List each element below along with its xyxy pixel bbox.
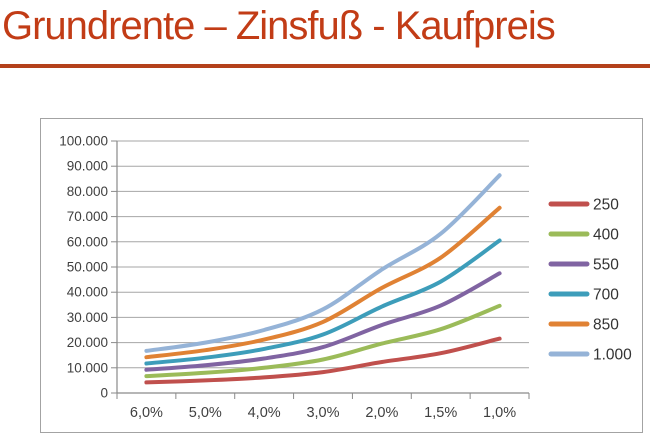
y-tick-label: 0 bbox=[100, 386, 108, 401]
legend: 250 400 550 700 850 1.000 bbox=[548, 197, 632, 364]
legend-item-label: 700 bbox=[593, 287, 619, 304]
x-tick-label: 6,0% bbox=[130, 405, 163, 421]
chart-svg: 0 10.000 20.000 30.000 40.000 50.000 60.000 70.… bbox=[59, 134, 632, 422]
legend-item-label: 550 bbox=[593, 257, 619, 274]
series-line-850 bbox=[144, 205, 502, 360]
y-tick-label: 100.000 bbox=[59, 134, 108, 149]
y-tick-label: 80.000 bbox=[67, 184, 108, 199]
legend-item-label: 1.000 bbox=[593, 347, 632, 364]
y-tick-label: 60.000 bbox=[67, 234, 108, 249]
legend-item-label: 250 bbox=[593, 197, 619, 214]
x-tick-label: 1,5% bbox=[424, 405, 457, 421]
y-tick-label: 30.000 bbox=[67, 310, 108, 325]
legend-item: 850 bbox=[548, 317, 619, 334]
series-line-400 bbox=[144, 303, 502, 379]
series-line-550 bbox=[144, 271, 502, 372]
y-tick-label: 50.000 bbox=[67, 260, 108, 275]
legend-item-label: 850 bbox=[593, 317, 619, 334]
y-tick-label: 10.000 bbox=[67, 360, 108, 375]
y-tick-label: 90.000 bbox=[67, 159, 108, 174]
legend-item: 700 bbox=[548, 287, 619, 304]
x-tick-label: 4,0% bbox=[248, 405, 281, 421]
legend-item: 250 bbox=[548, 197, 619, 214]
legend-item: 400 bbox=[548, 227, 619, 244]
series-line-700 bbox=[144, 238, 502, 366]
x-tick-label: 3,0% bbox=[306, 405, 339, 421]
x-tick-label: 5,0% bbox=[189, 405, 222, 421]
legend-item: 550 bbox=[548, 257, 619, 274]
series-line-1.000 bbox=[144, 173, 502, 353]
legend-item: 1.000 bbox=[548, 347, 632, 364]
chart-frame: 0 10.000 20.000 30.000 40.000 50.000 60.000 70.… bbox=[40, 118, 643, 433]
x-tick-label: 2,0% bbox=[365, 405, 398, 421]
page-title: Grundrente – Zinsfuß - Kaufpreis bbox=[2, 4, 556, 48]
y-tick-label: 20.000 bbox=[67, 335, 108, 350]
title-rule bbox=[0, 64, 650, 68]
y-tick-label: 70.000 bbox=[67, 209, 108, 224]
series-line-250 bbox=[144, 336, 502, 385]
x-tick-label: 1,0% bbox=[483, 405, 516, 421]
y-tick-label: 40.000 bbox=[67, 285, 108, 300]
legend-item-label: 400 bbox=[593, 227, 619, 244]
